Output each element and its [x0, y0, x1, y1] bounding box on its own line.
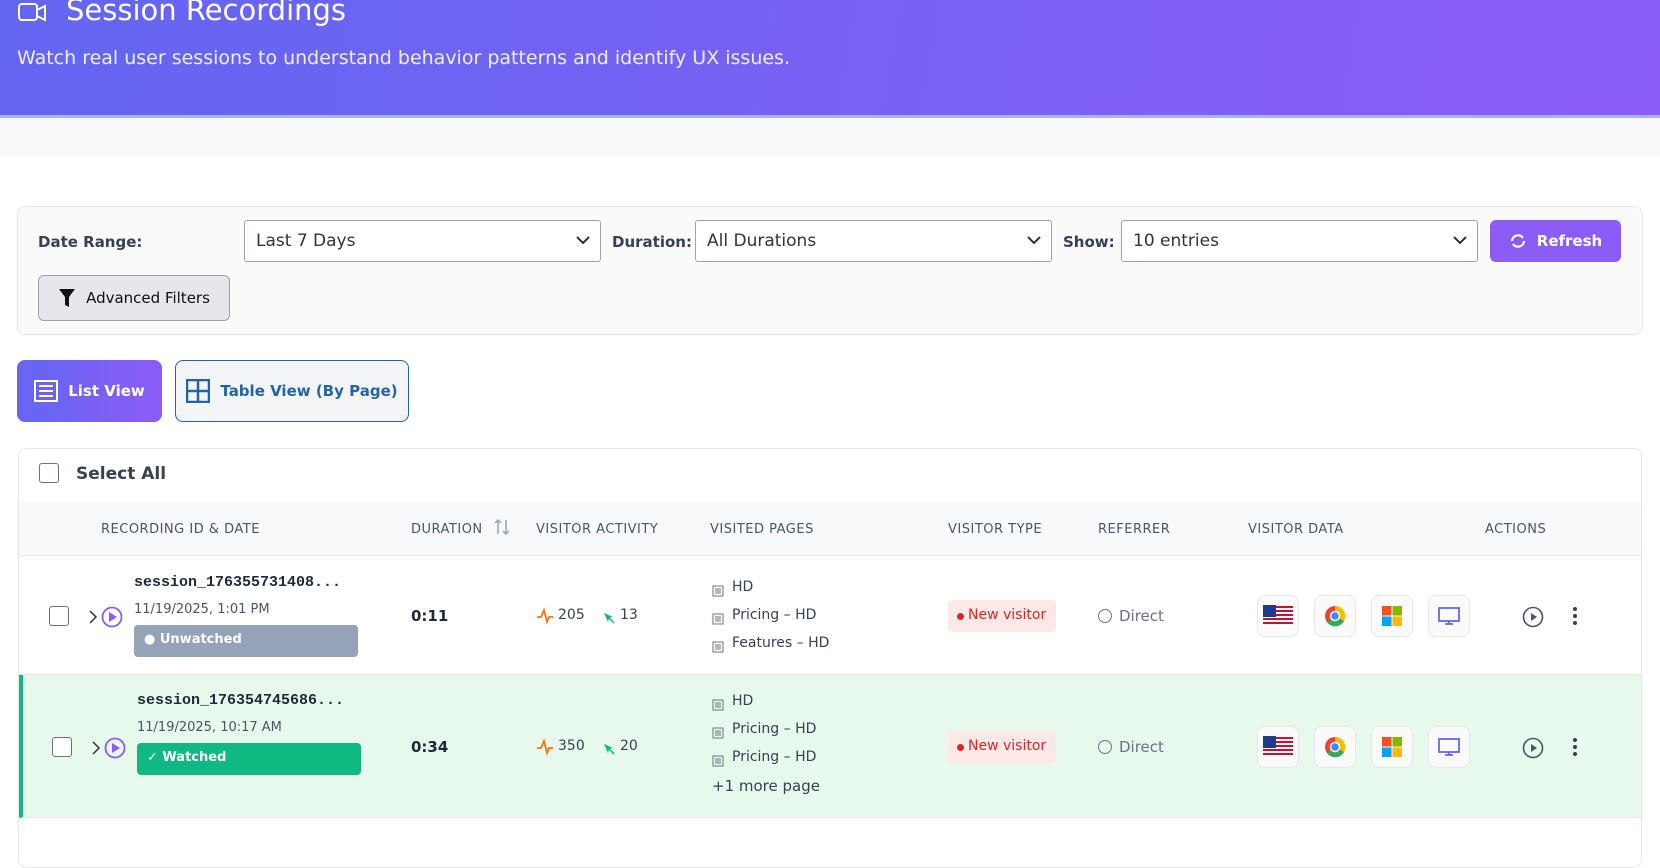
show-value: 10 entries: [1133, 231, 1219, 251]
page-icon: [712, 582, 724, 601]
more-action[interactable]: [1572, 737, 1578, 761]
date-range-label: Date Range:: [38, 233, 143, 251]
play-icon[interactable]: [101, 606, 123, 632]
referrer: Direct: [1119, 607, 1164, 625]
visited-page: HD: [732, 693, 754, 709]
referrer-icon: [1098, 739, 1112, 754]
status-badge: ● Unwatched: [134, 625, 358, 657]
visitor-data-icon: [1257, 595, 1299, 637]
visited-page: HD: [732, 579, 754, 595]
visitor-data-icon: [1314, 595, 1356, 637]
activity-count: 205: [558, 607, 585, 623]
visited-page: Pricing – HD: [732, 749, 817, 765]
list-view-tab[interactable]: List View: [17, 360, 162, 422]
activity-icon: [536, 607, 554, 629]
visitor-data-icon: [1428, 595, 1470, 637]
duration: 0:11: [411, 607, 449, 625]
click-count: 13: [620, 607, 638, 623]
show-label: Show:: [1063, 233, 1115, 251]
duration-value: All Durations: [707, 231, 817, 251]
table-view-tab[interactable]: Table View (By Page): [175, 360, 409, 422]
visitor-type: New visitor: [948, 600, 1057, 632]
more-pages: +1 more page: [712, 777, 820, 795]
badge-dot: [957, 613, 964, 620]
visitor-data-icon: [1428, 725, 1470, 768]
date-range-value: Last 7 Days: [256, 231, 356, 251]
play-action[interactable]: [1522, 606, 1544, 632]
column-header: VISITOR ACTIVITY: [536, 522, 659, 537]
status-badge: ✓ Watched: [137, 743, 361, 775]
click-count: 20: [620, 737, 638, 754]
duration-select[interactable]: All Durations: [695, 220, 1052, 262]
visited-page: Pricing – HD: [732, 607, 817, 623]
page-icon: [712, 610, 724, 629]
show-select[interactable]: 10 entries: [1121, 220, 1478, 262]
sort-icon: [494, 518, 510, 540]
column-header: DURATION: [411, 522, 483, 537]
table-header: [19, 502, 1641, 556]
play-icon[interactable]: [104, 737, 126, 763]
page-icon: [712, 638, 724, 657]
visitor-type: New visitor: [948, 730, 1057, 763]
page-icon: [712, 752, 724, 771]
visitor-data-icon: [1257, 725, 1299, 768]
column-header: ACTIONS: [1485, 522, 1547, 537]
recording-date: 11/19/2025, 1:01 PM: [134, 602, 270, 617]
column-header: VISITED PAGES: [710, 522, 814, 537]
duration: 0:34: [411, 737, 449, 756]
advanced-filters-label: Advanced Filters: [86, 289, 210, 307]
list-view-label: List View: [68, 382, 145, 400]
column-header: VISITOR DATA: [1248, 522, 1344, 537]
advanced-filters-button[interactable]: Advanced Filters: [38, 275, 230, 321]
visited-page: Pricing – HD: [732, 721, 817, 737]
play-action[interactable]: [1522, 737, 1544, 763]
click-icon: [602, 610, 616, 629]
refresh-button[interactable]: Refresh: [1490, 220, 1621, 262]
more-action[interactable]: [1572, 606, 1578, 630]
activity-icon: [536, 737, 554, 760]
recording-id: session_176354745686...: [137, 692, 345, 709]
band: [0, 118, 1660, 156]
page-icon: [712, 696, 724, 715]
expand-icon[interactable]: [88, 609, 98, 628]
expand-icon[interactable]: [91, 740, 101, 759]
visitor-data-icon: [1371, 595, 1413, 637]
date-range-select[interactable]: Last 7 Days: [244, 220, 601, 262]
visited-page: Features – HD: [732, 635, 830, 651]
referrer: Direct: [1119, 737, 1164, 756]
click-icon: [602, 741, 616, 760]
refresh-label: Refresh: [1536, 232, 1603, 250]
row-checkbox[interactable]: [49, 606, 69, 626]
duration-label: Duration:: [612, 233, 692, 251]
select-all-checkbox[interactable]: [39, 463, 59, 483]
page-icon: [712, 724, 724, 743]
camera-icon: [18, 3, 46, 22]
column-header: VISITOR TYPE: [948, 522, 1043, 537]
select-all-label: Select All: [76, 464, 167, 484]
title: Session Recordings: [66, 0, 347, 27]
column-header: REFERRER: [1098, 522, 1171, 537]
subtitle: Watch real user sessions to understand b…: [17, 47, 790, 69]
referrer-icon: [1098, 609, 1112, 623]
row-checkbox[interactable]: [52, 736, 72, 757]
table-view-label: Table View (By Page): [220, 382, 398, 400]
recording-date: 11/19/2025, 10:17 AM: [137, 720, 282, 735]
activity-count: 350: [558, 737, 585, 754]
header: Session Recordings Watch real user sessi…: [0, 0, 1660, 118]
visitor-data-icon: [1314, 725, 1356, 768]
visitor-data-icon: [1371, 725, 1413, 768]
column-header: RECORDING ID & DATE: [101, 522, 260, 537]
recording-id: session_176355731408...: [134, 574, 342, 591]
badge-dot: [957, 743, 964, 751]
